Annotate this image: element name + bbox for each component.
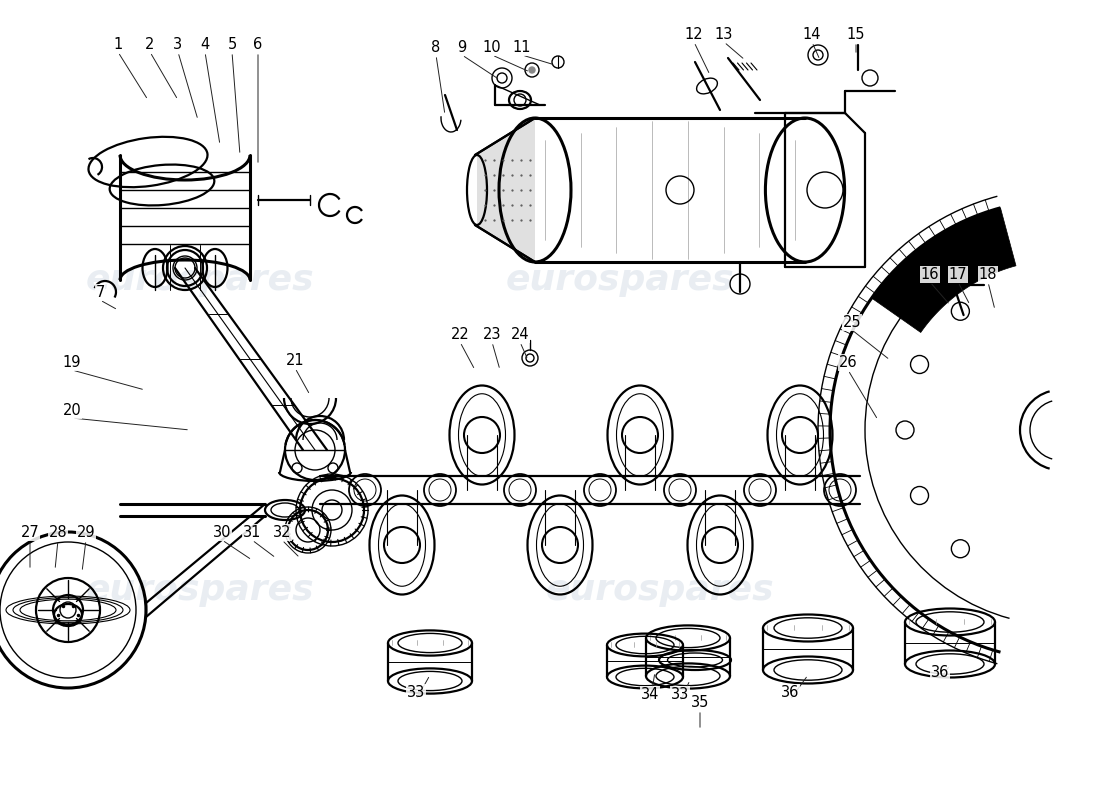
Text: 36: 36 <box>931 665 949 680</box>
Text: 15: 15 <box>847 27 866 42</box>
Text: 36: 36 <box>781 685 800 700</box>
Text: 14: 14 <box>803 27 822 42</box>
Text: 34: 34 <box>641 687 659 702</box>
Text: 20: 20 <box>63 403 81 418</box>
Text: 33: 33 <box>407 685 425 700</box>
Text: 35: 35 <box>691 695 710 710</box>
Circle shape <box>529 67 535 73</box>
Text: 16: 16 <box>921 267 939 282</box>
Text: 24: 24 <box>510 327 529 342</box>
Text: 11: 11 <box>513 40 531 55</box>
Text: 5: 5 <box>228 37 236 52</box>
Text: 1: 1 <box>113 37 122 52</box>
Text: 4: 4 <box>200 37 210 52</box>
Text: 2: 2 <box>145 37 155 52</box>
Text: 10: 10 <box>483 40 502 55</box>
Text: 25: 25 <box>843 315 861 330</box>
Text: 7: 7 <box>96 285 104 300</box>
Text: 9: 9 <box>458 40 466 55</box>
Text: eurospares: eurospares <box>86 573 315 607</box>
Text: 22: 22 <box>451 327 470 342</box>
Text: 6: 6 <box>253 37 263 52</box>
Text: 12: 12 <box>684 27 703 42</box>
Text: 32: 32 <box>273 525 292 540</box>
Text: 19: 19 <box>63 355 81 370</box>
Text: 28: 28 <box>48 525 67 540</box>
Text: 21: 21 <box>286 353 305 368</box>
Polygon shape <box>871 208 1016 333</box>
Text: 23: 23 <box>483 327 502 342</box>
Text: 26: 26 <box>838 355 857 370</box>
Text: 29: 29 <box>77 525 96 540</box>
Text: 31: 31 <box>243 525 261 540</box>
Text: 33: 33 <box>671 687 689 702</box>
Text: 18: 18 <box>979 267 998 282</box>
Polygon shape <box>477 118 535 262</box>
Text: 13: 13 <box>715 27 734 42</box>
Text: eurospares: eurospares <box>546 573 774 607</box>
Text: eurospares: eurospares <box>506 263 735 297</box>
Text: eurospares: eurospares <box>86 263 315 297</box>
Text: 17: 17 <box>948 267 967 282</box>
Text: 27: 27 <box>21 525 40 540</box>
Text: 3: 3 <box>174 37 183 52</box>
Text: 30: 30 <box>212 525 231 540</box>
Text: 8: 8 <box>431 40 441 55</box>
